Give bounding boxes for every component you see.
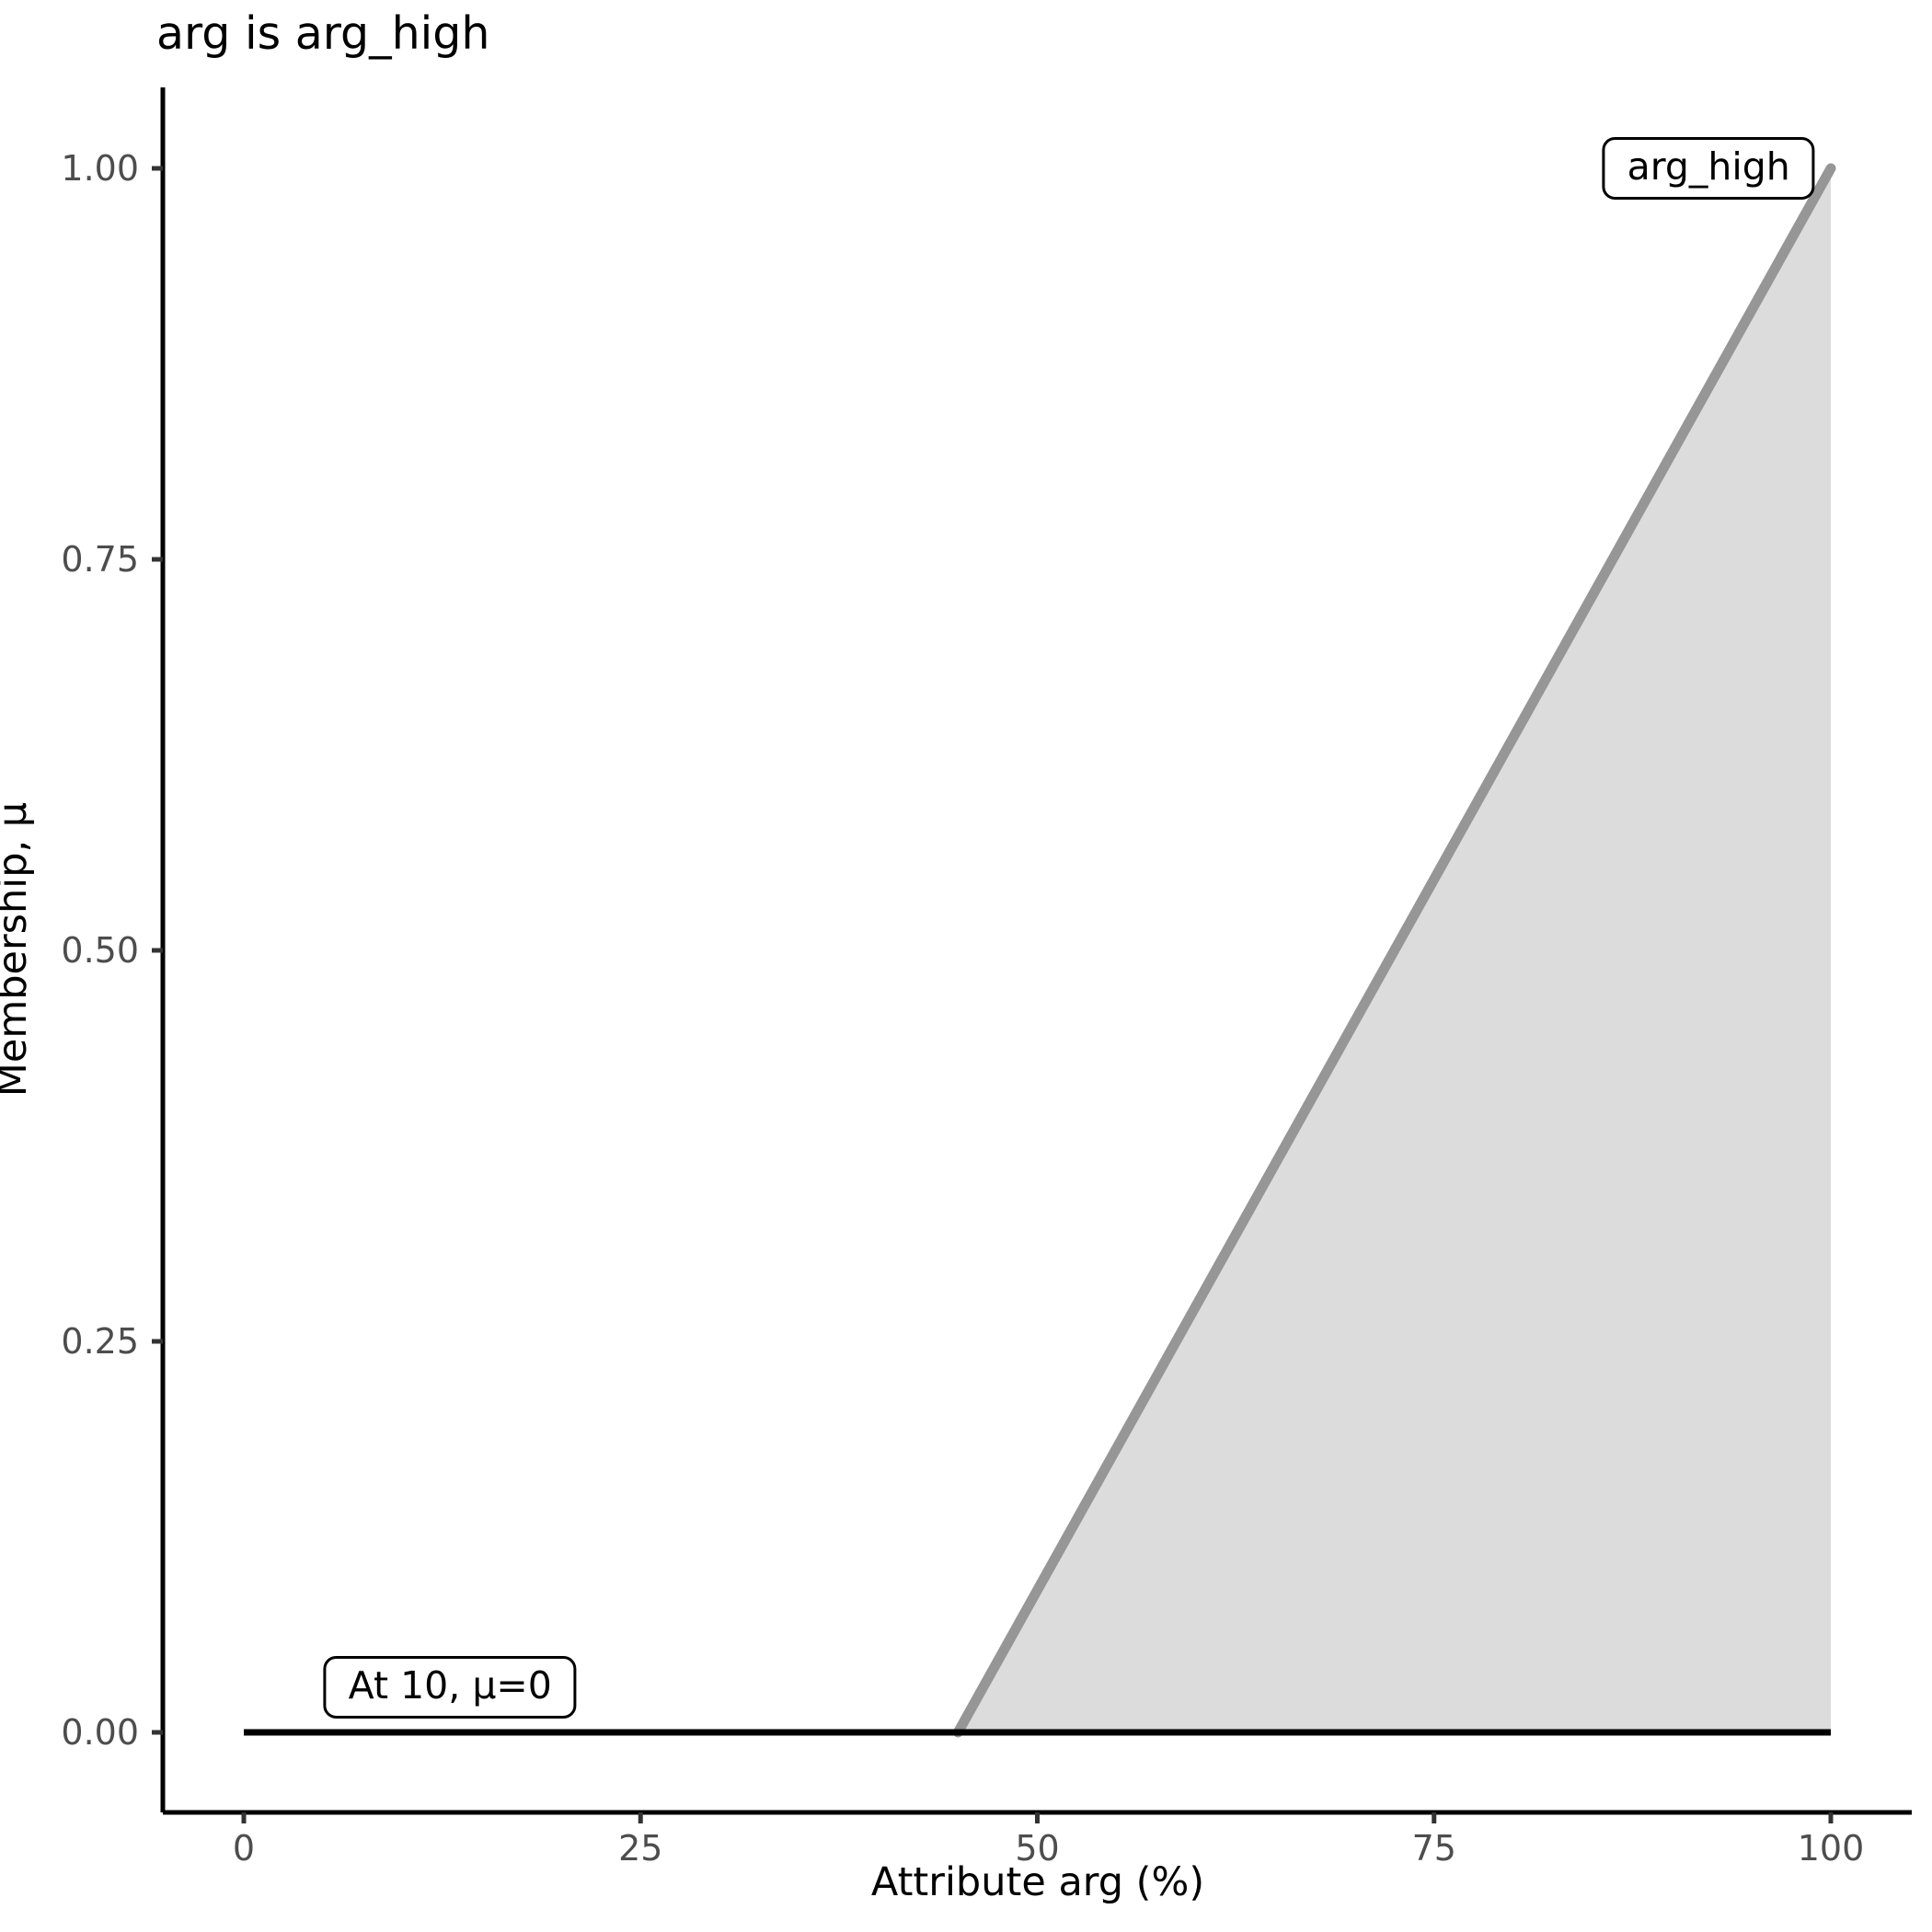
plot-title: arg is arg_high [156,7,490,60]
x-tick-label: 25 [618,1828,662,1869]
x-tick-label: 75 [1412,1828,1456,1869]
y-tick-label: 0.00 [61,1712,139,1753]
y-tick-label: 0.25 [61,1321,139,1362]
x-tick-label: 100 [1798,1828,1865,1869]
y-tick-label: 1.00 [61,148,139,189]
x-tick-label: 0 [233,1828,255,1869]
y-tick-label: 0.75 [61,539,139,580]
annotation-value-readout: At 10, μ=0 [323,1655,577,1719]
y-axis-title: Membership, μ [0,802,36,1098]
x-tick-label: 50 [1015,1828,1059,1869]
y-tick-label: 0.50 [61,930,139,971]
x-axis-title: Attribute arg (%) [870,1859,1205,1905]
membership-line [952,163,1836,1738]
annotation-set-name: arg_high [1602,137,1815,200]
